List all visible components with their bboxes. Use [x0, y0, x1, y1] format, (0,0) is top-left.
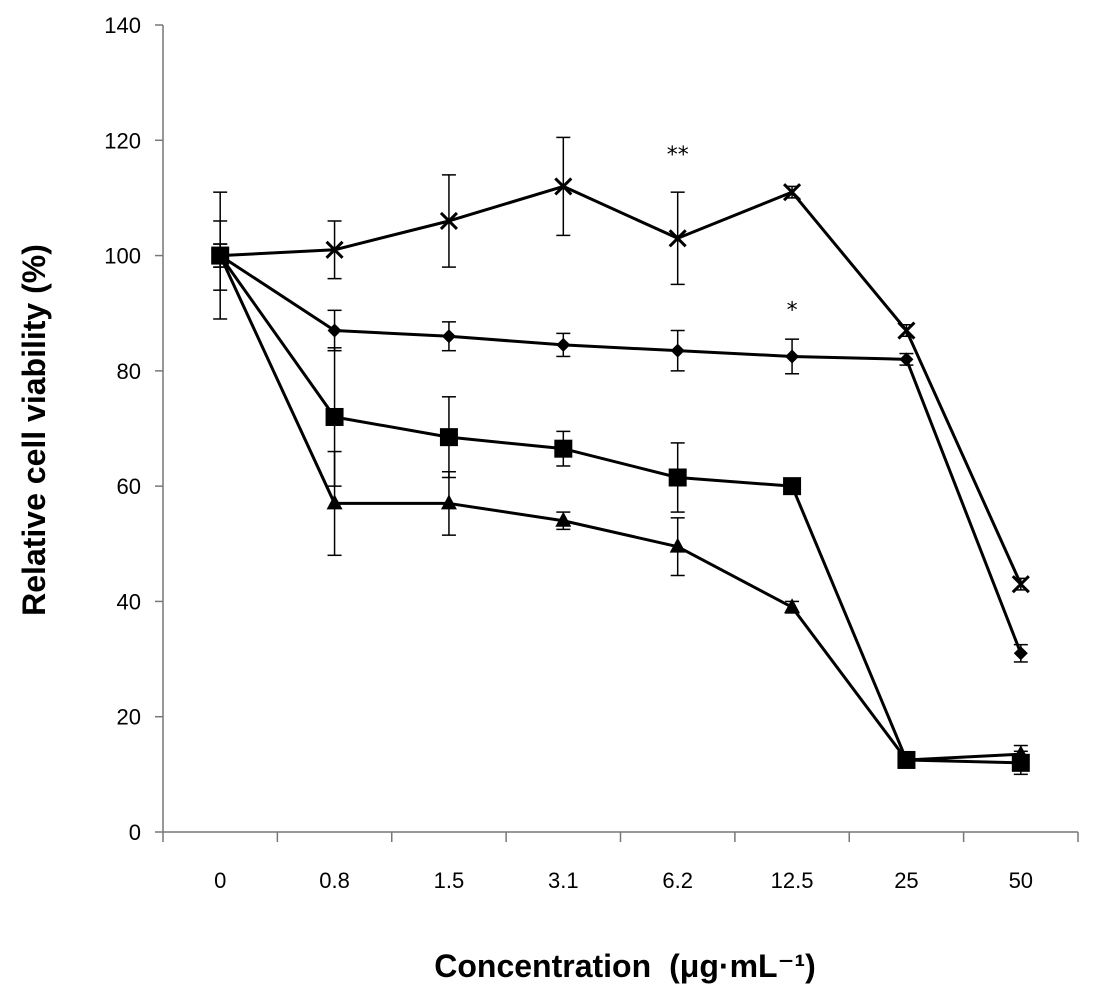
- x-tick-label: 0: [214, 868, 226, 893]
- data-point-square: [783, 477, 802, 496]
- x-tick-label: 6.2: [662, 868, 693, 893]
- data-point-cross: [668, 229, 687, 248]
- data-point-square: [554, 439, 573, 458]
- y-tick-label: 20: [117, 705, 141, 730]
- x-tick-label: 1.5: [434, 868, 465, 893]
- series-line-diamond: [219, 254, 1023, 654]
- series-line-triangle: [218, 254, 1021, 762]
- data-point-diamond: [556, 337, 571, 352]
- series-diamond: [213, 220, 1028, 663]
- y-tick-label: 80: [117, 359, 141, 384]
- y-tick-label: 140: [104, 13, 141, 38]
- series-triangle: [212, 243, 1029, 767]
- axes: 0 20 40 60 80 100 120 140 0 0.8 1.5 3.1 6.2 12.5 25 50: [104, 13, 1079, 893]
- data-point-diamond: [899, 352, 914, 367]
- data-point-cross: [783, 183, 802, 202]
- data-point-square: [668, 468, 687, 487]
- data-point-cross: [439, 211, 458, 231]
- x-axis-title-unit: (μg·mL⁻¹): [669, 948, 816, 984]
- series-cross: [211, 136, 1030, 594]
- x-tick-label: 50: [1009, 868, 1033, 893]
- y-tick-label: 100: [104, 244, 141, 269]
- y-tick-label: 120: [104, 128, 141, 153]
- significance-annotation: *: [787, 298, 798, 323]
- x-tick-label: 25: [894, 868, 918, 893]
- labels: Relative cell viability (%) Concentratio…: [16, 244, 816, 984]
- x-axis-title: Concentration (μg·mL⁻¹): [434, 948, 816, 984]
- y-tick-label: 40: [117, 589, 141, 614]
- data-point-diamond: [1013, 646, 1028, 661]
- data-point-triangle: [898, 750, 915, 766]
- data-point-triangle: [440, 494, 457, 510]
- data-point-triangle: [784, 598, 801, 614]
- data-point-triangle: [669, 537, 686, 553]
- y-axis-title: Relative cell viability (%): [16, 244, 52, 616]
- data-point-cross: [897, 321, 916, 340]
- significance-annotation: **: [667, 143, 689, 168]
- y-tick-label: 60: [117, 474, 141, 499]
- data-point-triangle: [326, 494, 343, 510]
- x-tick-label: 0.8: [319, 868, 350, 893]
- series-line-cross: [220, 184, 1023, 585]
- data-point-diamond: [670, 343, 685, 358]
- data-point-cross: [325, 240, 344, 259]
- data-point-diamond: [785, 349, 800, 364]
- series-layer: ***: [211, 136, 1030, 776]
- x-tick-label: 12.5: [771, 868, 814, 893]
- data-point-diamond: [327, 323, 342, 338]
- data-point-triangle: [1012, 745, 1029, 761]
- x-tick-label: 3.1: [548, 868, 579, 893]
- data-point-square: [439, 428, 458, 447]
- data-point-cross: [1011, 575, 1030, 594]
- data-point-triangle: [212, 246, 229, 262]
- data-point-diamond: [441, 329, 456, 344]
- y-tick-label: 0: [129, 820, 141, 845]
- x-axis-title-main: Concentration: [434, 948, 651, 984]
- data-point-square: [325, 407, 344, 426]
- data-point-cross: [554, 177, 573, 196]
- series-line-square: [218, 254, 1021, 765]
- data-point-triangle: [555, 511, 572, 527]
